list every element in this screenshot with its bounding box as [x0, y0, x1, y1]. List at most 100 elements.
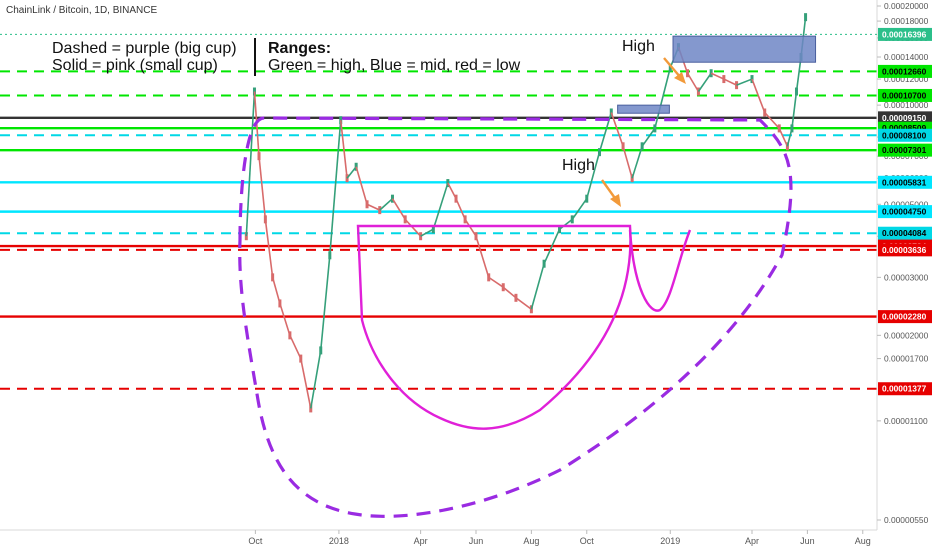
price-segment-9 — [309, 350, 322, 409]
high-arrow-2 — [663, 57, 686, 84]
level-badge-8-bg — [878, 226, 932, 240]
price-segment-5 — [271, 277, 281, 304]
level-badge-4-bg — [878, 128, 932, 142]
level-badge-2-bg — [878, 111, 932, 125]
level-badge-1: 0.00010700 — [882, 90, 927, 100]
y-tick-label-14: 0.00001100 — [884, 416, 928, 426]
price-segment-7 — [289, 335, 302, 359]
x-tick-label-4: Aug — [523, 536, 539, 546]
high-arrow-1 — [601, 179, 621, 207]
price-segment-36 — [631, 146, 643, 179]
price-segment-13 — [346, 166, 357, 179]
y-tick-label-12: 0.00002000 — [884, 330, 929, 340]
x-axis-ticks: Oct 2018 Apr Jun Aug Oct 2019 Apr Jun Aug — [248, 530, 871, 546]
level-badge-6: 0.00005831 — [882, 177, 927, 187]
price-segment-6 — [279, 303, 291, 336]
high-label-2: High — [622, 38, 655, 55]
legend-line-dashed: Dashed = purple (big cup) — [52, 40, 237, 57]
x-tick-label-3: Jun — [469, 536, 484, 546]
price-segment-1 — [245, 91, 256, 237]
price-segment-16 — [379, 198, 394, 211]
price-segment-34 — [610, 112, 624, 147]
x-tick-label-9: Aug — [855, 536, 871, 546]
x-tick-label-6: 2019 — [660, 536, 680, 546]
level-badge-5-bg — [878, 143, 932, 157]
x-tick-label-8: Jun — [800, 536, 815, 546]
y-tick-label-13: 0.00001700 — [884, 354, 929, 364]
level-badge-3: 0.00008509 — [882, 123, 927, 133]
current-price-badge-bg — [878, 27, 932, 41]
y-tick-label-1: 0.00018000 — [884, 16, 929, 26]
price-segment-30 — [559, 218, 573, 230]
level-badge-0: 0.00012660 — [882, 66, 927, 76]
price-segment-38 — [654, 67, 672, 129]
y-tick-label-4: 0.00012000 — [884, 74, 929, 84]
price-segment-31 — [571, 198, 588, 220]
x-tick-label-1: 2018 — [329, 536, 349, 546]
ranges-text: Green = high, Blue = mid, red = low — [268, 57, 521, 74]
price-segment-26 — [502, 286, 517, 299]
price-axis-bg — [877, 0, 932, 530]
range-box-1 — [672, 35, 817, 63]
price-segment-47 — [764, 111, 780, 129]
level-badge-12: 0.00001377 — [882, 384, 927, 394]
y-tick-label-3: 0.00014000 — [884, 52, 929, 62]
level-badge-7-bg — [878, 205, 932, 219]
price-segment-29 — [543, 228, 561, 265]
price-segment-3 — [258, 156, 267, 220]
price-segment-8 — [299, 358, 312, 409]
price-segment-14 — [355, 166, 368, 205]
level-badge-1-bg — [878, 88, 932, 102]
y-tick-label-15: 0.00000550 — [884, 515, 929, 525]
price-segment-20 — [432, 182, 449, 230]
price-segment-15 — [366, 203, 381, 211]
price-segment-24 — [475, 235, 490, 278]
price-segment-32 — [585, 151, 601, 199]
y-tick-label-5: 0.00010000 — [884, 100, 929, 110]
level-badge-10-bg — [878, 243, 932, 257]
ranges-title: Ranges: — [268, 40, 332, 57]
x-tick-label-7: Apr — [745, 536, 759, 546]
legend-note-left: Dashed = purple (big cup) Solid = pink (… — [52, 40, 237, 74]
legend-line-solid: Solid = pink (small cup) — [52, 57, 218, 74]
price-segment-25 — [488, 276, 504, 288]
price-segment-17 — [391, 198, 406, 220]
legend-divider — [254, 38, 256, 76]
boxes-layer — [617, 35, 817, 114]
level-badge-2: 0.00009150 — [882, 113, 927, 123]
price-segment-18 — [404, 218, 422, 237]
y-tick-label-11: 0.00003000 — [884, 272, 929, 282]
price-segment-51 — [795, 56, 802, 92]
level-badge-12-bg — [878, 382, 932, 396]
price-segment-45 — [736, 78, 753, 86]
chart-header: ChainLink / Bitcoin, 1D, BINANCE — [6, 5, 158, 16]
level-badge-7: 0.00004750 — [882, 207, 927, 217]
price-segment-41 — [686, 72, 700, 92]
price-segment-50 — [791, 91, 798, 129]
level-badges: 0.00012660 0.00010700 0.000091500.00008509… — [0, 27, 932, 396]
price-segment-44 — [723, 78, 737, 86]
big-cup-curve — [238, 116, 793, 518]
y-tick-label-9: 0.00005000 — [884, 199, 929, 209]
price-segment-35 — [622, 146, 633, 179]
price-segment-33 — [598, 112, 613, 153]
level-badge-6-bg — [878, 175, 932, 189]
level-badge-4: 0.00008100 — [882, 130, 927, 140]
level-badge-5: 0.00007301 — [882, 145, 927, 155]
price-segment-46 — [751, 78, 766, 113]
price-segment-22 — [455, 198, 466, 220]
level-badge-0-bg — [878, 64, 932, 78]
x-tick-label-5: Oct — [580, 536, 595, 546]
level-badge-11-bg — [878, 310, 932, 324]
small-cup-handle — [628, 229, 692, 312]
price-segment-19 — [420, 228, 434, 237]
price-series-layer — [244, 13, 808, 413]
level-badge-10: 0.00003636 — [882, 245, 927, 255]
small-cup-curve — [356, 224, 632, 430]
legend-note-right: Ranges: Green = high, Blue = mid, red = … — [268, 40, 520, 74]
price-segment-28 — [530, 263, 545, 310]
price-segment-42 — [697, 72, 712, 92]
current-price-badge: 0.00016396 — [882, 29, 927, 39]
high-label-1: High — [562, 157, 595, 174]
